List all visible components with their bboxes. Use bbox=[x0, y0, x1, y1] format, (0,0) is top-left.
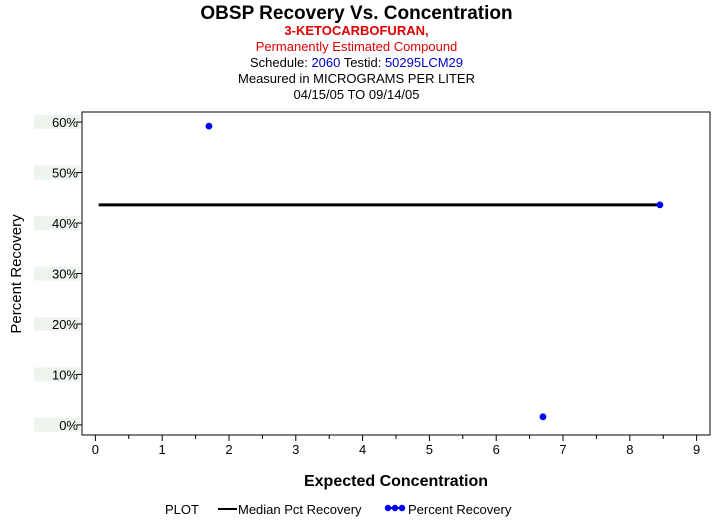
compound-status: Permanently Estimated Compound bbox=[255, 39, 458, 54]
x-tick-label: 5 bbox=[426, 442, 433, 457]
y-axis-title: Percent Recovery bbox=[8, 214, 25, 334]
x-tick-label: 7 bbox=[559, 442, 566, 457]
x-tick-label: 6 bbox=[493, 442, 500, 457]
x-axis-title: Expected Concentration bbox=[304, 473, 488, 490]
legend-points-swatch-dot bbox=[391, 504, 399, 512]
x-axis: 0 1 2 3 4 5 6 7 8 9 bbox=[92, 435, 700, 457]
x-tick-label: 4 bbox=[359, 442, 366, 457]
y-tick-label-bg bbox=[34, 367, 80, 382]
date-range: 04/15/05 TO 09/14/05 bbox=[293, 87, 420, 102]
x-tick-label: 8 bbox=[626, 442, 633, 457]
y-tick-label: 60% bbox=[52, 115, 78, 130]
testid-label: Testid: bbox=[343, 55, 382, 70]
legend-points-label: Percent Recovery bbox=[408, 502, 512, 517]
x-tick-label: 2 bbox=[225, 442, 232, 457]
measured-units: Measured in MICROGRAMS PER LITER bbox=[238, 71, 475, 86]
y-tick-label: 30% bbox=[52, 267, 78, 282]
legend-points-swatch-dot bbox=[398, 504, 406, 512]
schedule-label: Schedule: bbox=[249, 55, 308, 70]
plot-frame bbox=[81, 111, 711, 436]
x-tick-label: 9 bbox=[693, 442, 700, 457]
testid-value: 50295LCM29 bbox=[384, 55, 464, 70]
data-points bbox=[205, 122, 664, 421]
legend: PLOT Median Pct Recovery Percent Recover… bbox=[165, 502, 512, 517]
y-tick-label-bg bbox=[34, 216, 80, 231]
x-tick-label: 3 bbox=[292, 442, 299, 457]
chart-title: OBSP Recovery Vs. Concentration bbox=[200, 3, 513, 24]
legend-points-swatch-dot bbox=[384, 504, 392, 512]
schedule-value: 2060 bbox=[311, 55, 341, 70]
y-tick-label: 10% bbox=[52, 367, 78, 382]
x-tick-label: 0 bbox=[92, 442, 99, 457]
y-tick-label: 40% bbox=[52, 216, 78, 231]
compound-name: 3-KETOCARBOFURAN, bbox=[284, 23, 429, 38]
data-point bbox=[205, 122, 213, 130]
data-point bbox=[539, 413, 547, 421]
data-point bbox=[656, 201, 664, 209]
y-tick-label-bg bbox=[34, 316, 80, 331]
x-tick-label: 1 bbox=[159, 442, 166, 457]
legend-plot-label: PLOT bbox=[165, 502, 199, 517]
y-tick-label: 20% bbox=[52, 317, 78, 332]
y-tick-label-bg bbox=[34, 417, 80, 432]
legend-median-label: Median Pct Recovery bbox=[238, 502, 362, 517]
y-tick-label-bg bbox=[34, 266, 80, 281]
schedule-line: Schedule: 2060 Testid: 50295LCM29 bbox=[0, 55, 713, 71]
y-tick-label: 0% bbox=[59, 418, 78, 433]
y-tick-label: 50% bbox=[52, 166, 78, 181]
y-axis: 0% 10% 20% 30% 40% 50% 60% bbox=[34, 115, 82, 433]
y-tick-label-bg bbox=[34, 115, 80, 130]
y-tick-label-bg bbox=[34, 165, 80, 180]
